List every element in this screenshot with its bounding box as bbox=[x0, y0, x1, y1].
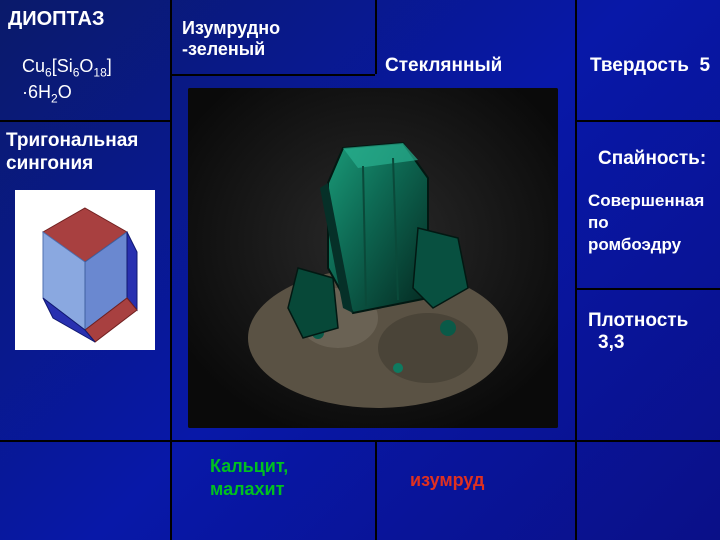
grid-h-1b bbox=[575, 120, 720, 122]
grid-h-2 bbox=[0, 440, 720, 442]
mineral-formula: Cu6[Si6O18]·6H2O bbox=[22, 55, 112, 107]
cleavage-label: Спайность: bbox=[598, 148, 706, 170]
crystal-diagram bbox=[15, 190, 155, 350]
density-value: 3,3 bbox=[598, 332, 624, 353]
hardness-label: Твердость bbox=[590, 55, 689, 76]
density-label: Плотность bbox=[588, 310, 688, 331]
assoc-red: изумруд bbox=[410, 470, 484, 491]
mineral-name: ДИОПТАЗ bbox=[8, 8, 104, 31]
grid-h-top-2 bbox=[170, 74, 375, 76]
hardness-value: 5 bbox=[699, 55, 710, 76]
color-label: Изумрудно -зеленый bbox=[182, 18, 280, 60]
mineral-photo bbox=[188, 88, 558, 428]
grid-v-2 bbox=[375, 0, 377, 74]
grid-v-2b bbox=[375, 440, 377, 540]
grid-v-1 bbox=[170, 0, 172, 540]
rhombohedron-svg bbox=[15, 190, 155, 350]
hardness-cell: Твердость 5 bbox=[590, 55, 710, 77]
system-label: Тригональная сингония bbox=[6, 130, 138, 176]
density-cell: Плотность 3,3 bbox=[588, 310, 720, 354]
luster-label: Стеклянный bbox=[385, 55, 502, 77]
mineral-svg bbox=[188, 88, 558, 428]
assoc-green: Кальцит, малахит bbox=[210, 455, 288, 502]
cell-name: ДИОПТАЗ bbox=[8, 8, 104, 31]
cleavage-value: Совершенная по ромбоэдру bbox=[588, 190, 720, 256]
grid-v-3 bbox=[575, 0, 577, 540]
grid-h-r3 bbox=[575, 288, 720, 290]
grid-h-1 bbox=[0, 120, 170, 122]
